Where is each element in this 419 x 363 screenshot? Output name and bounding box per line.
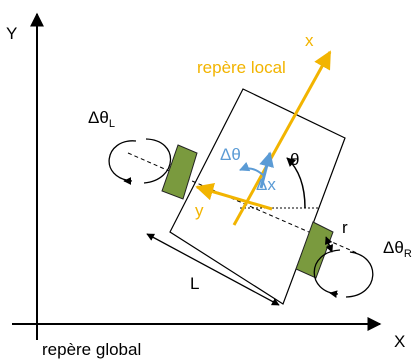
wheel-base-dimension (146, 233, 280, 306)
right-wheel (295, 221, 334, 279)
delta-theta-label: Δθ (220, 145, 241, 164)
local-frame-caption: repère local (197, 58, 286, 77)
local-x-axis-label: x (305, 31, 314, 50)
right-wheel-rotation-arc (313, 249, 374, 298)
delta-x-arrow (259, 151, 274, 189)
local-y-axis (195, 182, 273, 211)
left-wheel-rotation-arc (108, 138, 172, 184)
wheel-radius-label: r (342, 218, 348, 237)
theta-arc (286, 157, 306, 209)
robot-chassis (169, 88, 346, 305)
wheel-radius-dimension (324, 236, 334, 253)
local-y-axis-label: y (195, 201, 204, 220)
global-y-axis-label: Y (6, 24, 17, 43)
delta-theta-right-label: ΔθR (383, 238, 412, 260)
left-wheel (161, 144, 198, 200)
theta-label: θ (290, 150, 299, 169)
delta-theta-arc (239, 161, 264, 176)
global-x-axis-label: X (394, 332, 405, 351)
delta-theta-left-label: ΔθL (88, 108, 115, 130)
global-frame-caption: repère global (42, 340, 141, 359)
delta-x-label: Δx (256, 175, 276, 194)
local-x-axis (232, 50, 332, 226)
right-wheel-rotation-arrow (329, 290, 338, 299)
wheel-base-label: L (190, 274, 199, 293)
